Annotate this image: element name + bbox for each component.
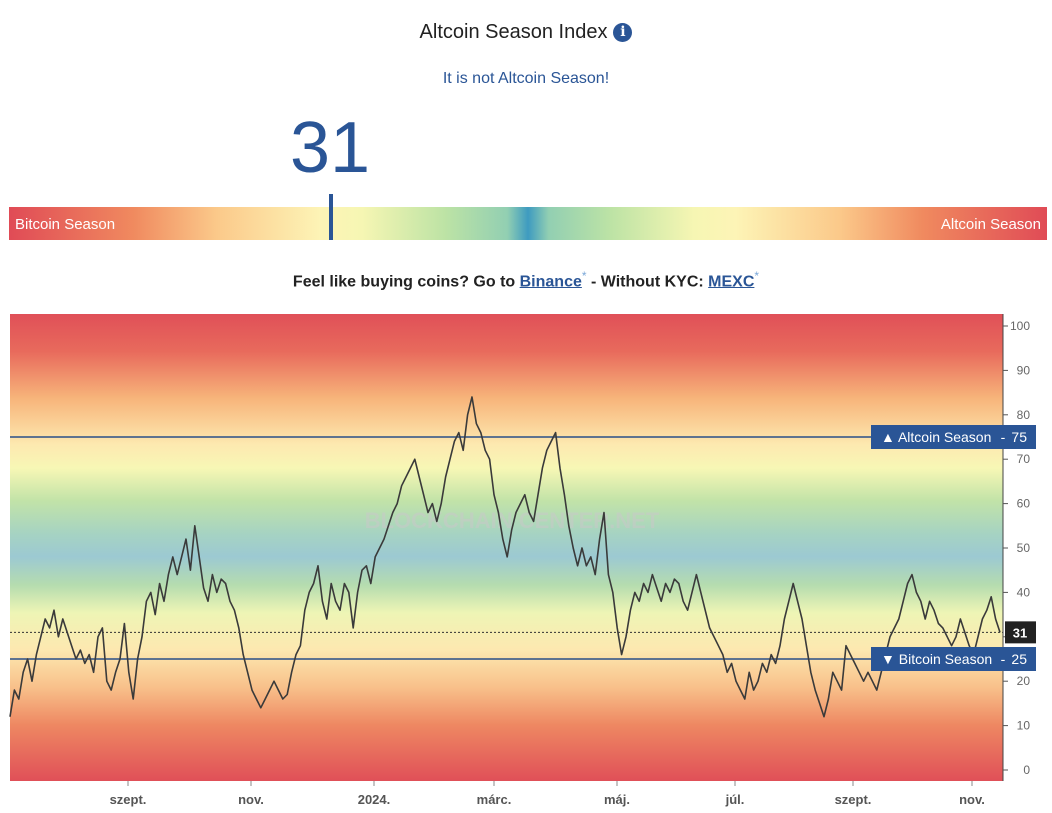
reference-label-separator: -	[1001, 429, 1006, 445]
y-tick-label: 10	[1017, 719, 1031, 733]
x-tick-label: 2024.	[358, 792, 391, 807]
x-tick-label: szept.	[110, 792, 147, 807]
info-icon[interactable]: i	[613, 23, 633, 42]
promo-middle: - Without KYC:	[591, 273, 704, 291]
index-series-line	[9, 396, 1001, 718]
x-tick-label: márc.	[477, 792, 512, 807]
x-tick-label: nov.	[959, 792, 985, 807]
season-gauge: Bitcoin Season Altcoin Season	[9, 207, 1047, 240]
y-tick-label: 80	[1017, 408, 1031, 422]
reference-label-separator: -	[1001, 651, 1006, 667]
y-tick-label: 100	[1010, 319, 1030, 333]
x-tick-label: szept.	[835, 792, 872, 807]
x-tick-label: máj.	[604, 792, 630, 807]
y-tick-label: 40	[1017, 585, 1031, 599]
x-tick-label: nov.	[238, 792, 264, 807]
chart-plot-background	[10, 314, 1003, 781]
y-tick-label: 60	[1017, 497, 1031, 511]
reference-label-box	[871, 647, 1036, 671]
current-value-box	[1005, 621, 1036, 644]
binance-link[interactable]: Binance	[519, 273, 582, 291]
current-index-value: 31	[290, 108, 371, 188]
reference-label: ▲ Altcoin Season	[881, 429, 991, 445]
gauge-label-bitcoin-season: Bitcoin Season	[15, 216, 116, 233]
x-tick-label: júl.	[725, 792, 745, 807]
season-status: It is not Altcoin Season!	[442, 70, 610, 87]
title-row: Altcoin Season Index i	[0, 21, 1052, 44]
y-tick-label: 90	[1017, 363, 1031, 377]
promo-prefix: Feel like buying coins? Go to	[292, 273, 516, 291]
y-tick-label: 0	[1023, 763, 1030, 777]
y-tick-label: 70	[1017, 452, 1031, 466]
mexc-link[interactable]: MEXC	[708, 273, 755, 291]
current-value-label: 31	[1013, 625, 1027, 640]
reference-value-label: 75	[1011, 429, 1027, 445]
y-tick-label: 50	[1017, 541, 1031, 555]
page-title: Altcoin Season Index	[419, 21, 608, 43]
gauge-marker	[329, 194, 333, 240]
y-tick-label: 20	[1017, 674, 1031, 688]
binance-asterisk: *	[581, 269, 587, 283]
reference-label: ▼ Bitcoin Season	[881, 651, 992, 667]
mexc-asterisk: *	[754, 269, 760, 283]
promo-line: Feel like buying coins? Go to Binance* -…	[0, 269, 1052, 291]
reference-value-label: 25	[1011, 651, 1027, 667]
reference-label-box	[871, 425, 1036, 449]
gauge-label-altcoin-season: Altcoin Season	[940, 216, 1041, 233]
